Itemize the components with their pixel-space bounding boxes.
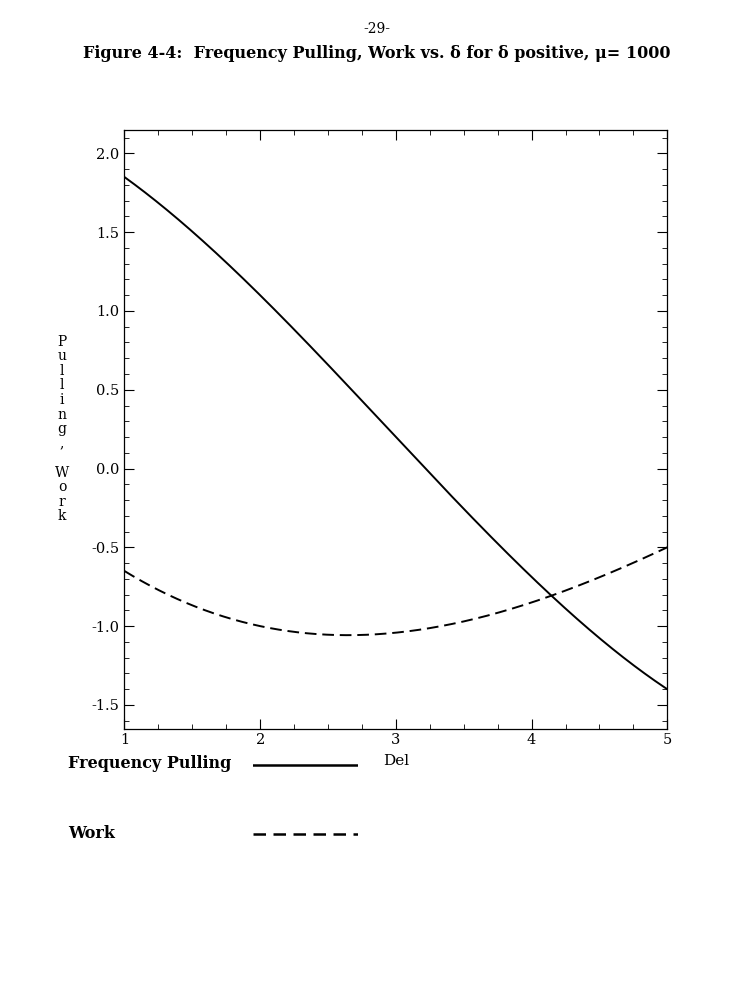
X-axis label: Del: Del [383, 754, 409, 768]
Text: Frequency Pulling: Frequency Pulling [68, 754, 231, 772]
Text: Work: Work [68, 824, 115, 842]
Text: Figure 4-4:  Frequency Pulling, Work vs. δ for δ positive, μ= 1000: Figure 4-4: Frequency Pulling, Work vs. … [83, 45, 671, 62]
Text: -29-: -29- [363, 22, 391, 36]
Text: P
u
l
l
i
n
g
,
 
W
o
r
k: P u l l i n g , W o r k [55, 335, 69, 523]
